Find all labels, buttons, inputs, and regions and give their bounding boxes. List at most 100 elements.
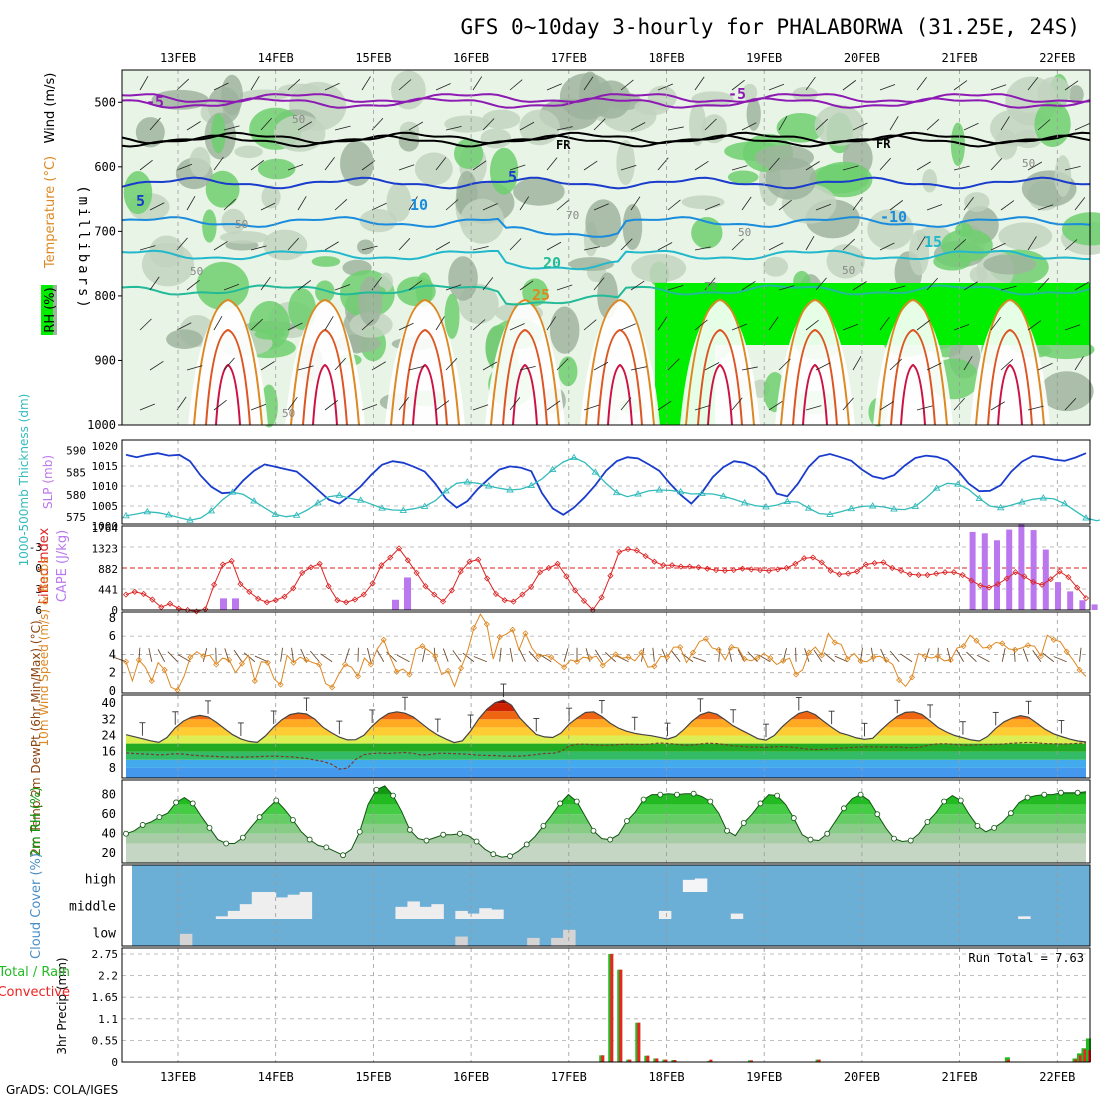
rh-point — [323, 844, 330, 851]
thickness-point — [463, 478, 472, 485]
lifted-index-point — [748, 566, 755, 573]
rh-patch — [522, 278, 548, 307]
wind-speed-point — [290, 659, 297, 666]
wind-speed-point — [857, 657, 864, 664]
lifted-index-frame — [121, 525, 1091, 611]
wind-barb — [386, 651, 397, 663]
precip-conv-bar — [817, 1059, 821, 1062]
li-tick-label: 6 — [35, 604, 42, 617]
lifted-index-point — [677, 563, 684, 570]
rh-patch — [1054, 155, 1072, 197]
wind-barb — [889, 285, 906, 291]
lifted-index-point — [616, 548, 623, 555]
cloud-bar — [251, 892, 265, 919]
isotherm-plume — [597, 328, 643, 426]
lifted-index-point — [942, 569, 949, 576]
rh-patch — [814, 104, 865, 146]
cloud-bar — [215, 916, 229, 919]
wind-barb — [176, 322, 192, 331]
rh-patch — [219, 231, 269, 244]
cape-bar — [1018, 524, 1025, 610]
rh-patch — [681, 195, 725, 209]
rh-patch — [448, 256, 478, 301]
wind-barb — [408, 280, 423, 291]
wind-barb — [804, 648, 810, 662]
rh-point — [507, 853, 513, 860]
wind-barb — [990, 84, 1007, 91]
wind-barb — [367, 648, 372, 662]
precip-total-bar — [1004, 1057, 1010, 1062]
wind-barb — [852, 281, 867, 291]
thickness-point — [378, 504, 386, 511]
rh-bands — [126, 785, 1086, 863]
wind-barb — [583, 160, 598, 171]
chart-title: GFS 0~10day 3-hourly for PHALABORWA (31.… — [460, 15, 1080, 39]
wind-barb — [731, 79, 745, 91]
rh-patch — [691, 91, 734, 107]
rh-patch — [742, 83, 758, 102]
cape-bar — [1055, 582, 1061, 610]
lifted-index-point — [739, 565, 746, 572]
slp-tick-label: 1015 — [92, 460, 119, 473]
y-tick-label: 900 — [94, 353, 116, 367]
wind-barb — [1042, 652, 1055, 663]
thickness-point — [740, 499, 749, 506]
wind-barb — [1064, 239, 1078, 251]
wind-barb — [482, 277, 494, 291]
temp-band — [126, 743, 1086, 752]
thickness-point — [122, 511, 130, 519]
wind-tick-label: 2 — [109, 666, 116, 680]
rh-point — [206, 824, 213, 831]
wind-barb — [879, 316, 890, 331]
isotherm — [121, 216, 1091, 238]
rh-point — [774, 792, 781, 799]
thickness-point — [420, 502, 429, 509]
temp-bands — [126, 700, 1086, 778]
wind-speed-point — [780, 657, 787, 664]
wind-barb — [176, 237, 188, 251]
wind-barb — [472, 319, 486, 331]
thickness-point — [975, 494, 984, 501]
lifted-index-point — [272, 597, 279, 604]
wind-speed-point — [316, 661, 323, 668]
lifted-index-point — [801, 555, 808, 562]
wind-speed-point — [122, 658, 130, 665]
wind-barb — [963, 196, 974, 211]
wind-barb — [879, 84, 896, 91]
wind-barb — [139, 245, 156, 251]
wind-barb — [823, 652, 836, 663]
rh-point — [139, 822, 146, 828]
rh-patch — [983, 254, 1037, 275]
rh-patch — [257, 158, 296, 180]
wind-speed-point — [522, 630, 529, 637]
lifted-index-point — [563, 573, 570, 580]
date-label-top: 14FEB — [258, 51, 294, 65]
rh-band — [126, 785, 1086, 795]
lifted-index-point — [959, 571, 966, 579]
wind-barb — [916, 76, 927, 91]
precip-conv-bar — [601, 1055, 605, 1062]
thickness-point — [399, 506, 408, 513]
rh-patch — [254, 328, 285, 340]
wind-speed-point — [651, 663, 658, 670]
lifted-index-point — [713, 567, 720, 574]
wind-speed-point — [445, 667, 452, 674]
rh-contour-label: 50 — [738, 226, 751, 239]
isotherm-plume — [193, 298, 263, 426]
lifted-index-point — [651, 558, 658, 565]
cape-bar — [220, 598, 227, 610]
cape-tick-label: 441 — [98, 584, 118, 597]
precip-frame — [121, 947, 1091, 1063]
rh-patch — [950, 122, 965, 167]
rh-point — [974, 822, 981, 829]
wind-barb — [620, 164, 637, 171]
precip-conv-bar — [664, 1059, 668, 1062]
lifted-index-point — [369, 580, 376, 587]
wind-barb — [704, 203, 720, 211]
temp-band — [126, 727, 1086, 736]
wind-barb — [815, 203, 832, 211]
rh-point — [740, 820, 747, 826]
wind-barb — [661, 648, 668, 662]
isotherm-label: -10 — [880, 208, 907, 226]
wind-barb — [620, 323, 636, 331]
